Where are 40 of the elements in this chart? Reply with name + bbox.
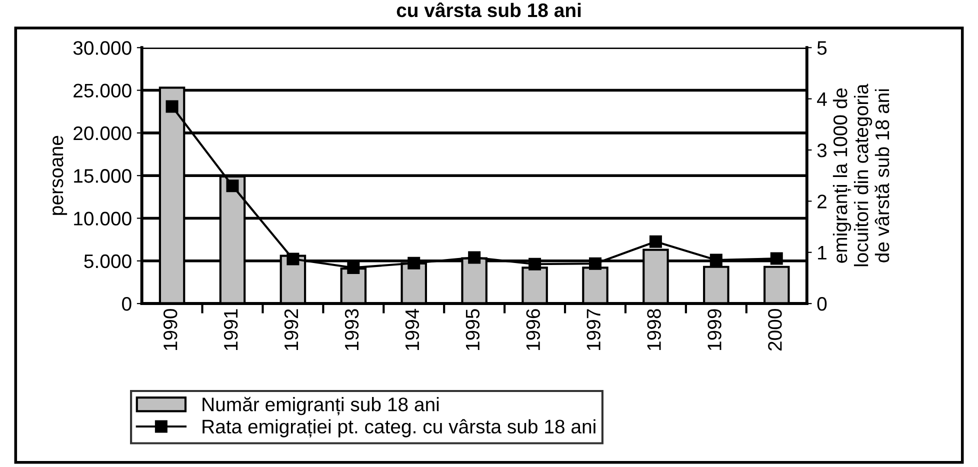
x-tick-label: 1992 bbox=[284, 309, 298, 350]
point bbox=[226, 180, 239, 192]
y2-tick-label: 2 bbox=[818, 194, 826, 208]
x-tick-label: 1993 bbox=[344, 309, 359, 350]
point bbox=[528, 258, 542, 270]
y-tick-label: 5.000 bbox=[84, 254, 132, 268]
x-tick-label: 1996 bbox=[526, 309, 540, 350]
y-axis-title: persoane bbox=[52, 136, 68, 215]
chart-title: cu vârsta sub 18 ani bbox=[396, 2, 581, 18]
x-tick-label: 1990 bbox=[163, 309, 178, 350]
y-tick-label: 15.000 bbox=[74, 169, 132, 183]
x-tick-label: 1994 bbox=[405, 308, 420, 350]
point bbox=[408, 256, 420, 270]
y2-tick-label: 0 bbox=[817, 297, 827, 311]
y-tick-label: 10.000 bbox=[74, 212, 132, 226]
y2-tick-label: 4 bbox=[817, 92, 827, 106]
x-tick-label: 2000 bbox=[768, 309, 782, 351]
point bbox=[166, 100, 178, 113]
legend-label: Rata emigrației pt. categ. cu vârsta sub 18 ani bbox=[202, 419, 596, 438]
point bbox=[649, 235, 662, 248]
x-tick-label: 1998 bbox=[647, 309, 661, 350]
point bbox=[286, 252, 300, 266]
x-tick-label: 1991 bbox=[224, 309, 238, 350]
point bbox=[770, 252, 783, 265]
x-tick-label: 1995 bbox=[466, 309, 480, 350]
y-tick-label: 25.000 bbox=[74, 84, 132, 98]
x-tick-label: 1999 bbox=[708, 309, 722, 350]
point bbox=[468, 251, 481, 264]
y-tick-label: 0 bbox=[122, 297, 132, 311]
y-tick-label: 20.000 bbox=[74, 126, 132, 140]
point bbox=[588, 257, 602, 270]
x-tick-label: 1997 bbox=[586, 309, 600, 350]
y2-tick-label: 3 bbox=[817, 143, 827, 158]
y2-tick-label: 5 bbox=[817, 41, 827, 55]
y2-tick-label: 1 bbox=[818, 246, 826, 260]
legend-label: Număr emigranți sub 18 ani bbox=[202, 396, 439, 416]
point bbox=[710, 254, 722, 266]
y2-axis-title: emigranți la 1000 de locuitori din categoria de vârstă sub 18 ani bbox=[832, 84, 890, 266]
y-tick-label: 30.000 bbox=[73, 41, 132, 55]
point bbox=[347, 261, 360, 274]
